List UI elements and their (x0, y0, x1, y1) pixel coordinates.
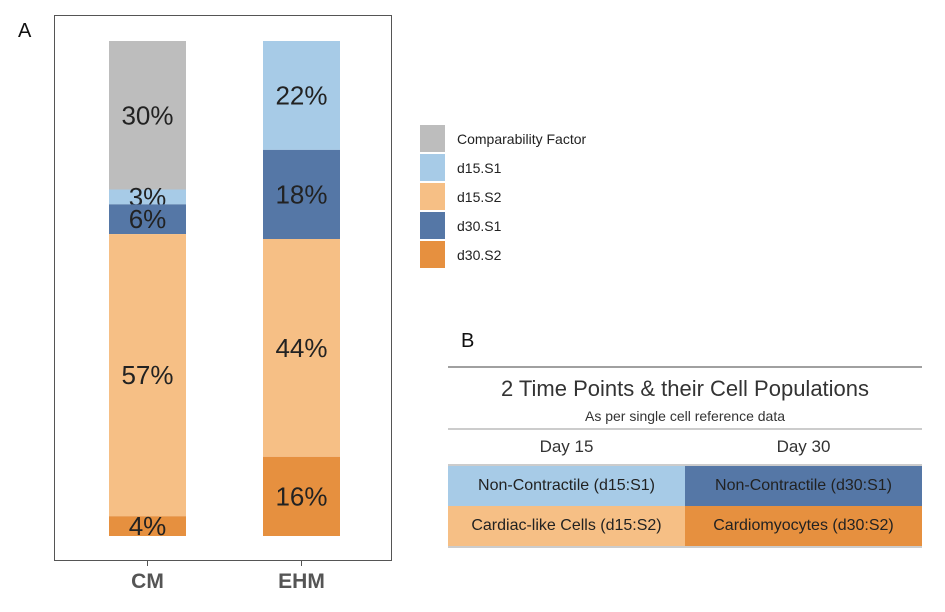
data-label: 30% (121, 100, 173, 130)
data-label: 18% (275, 179, 327, 209)
table-title: 2 Time Points & their Cell Populations (500, 376, 870, 401)
table-header-bottom-rule (448, 464, 922, 466)
bar-segment (109, 204, 186, 235)
column-header-day15: Day 15 (539, 437, 594, 456)
table-cell-day15: Non-Contractile (d15:S1) (448, 466, 685, 506)
panel-label-b: B (461, 330, 475, 352)
table-cell-day15: Cardiac-like Cells (d15:S2) (448, 506, 685, 546)
data-label: 22% (275, 80, 327, 110)
bar-segment (263, 456, 340, 536)
table-row: Non-Contractile (d15:S1) Non-Contractile… (448, 466, 922, 506)
plot-frame (54, 15, 392, 561)
table-cell-day30: Cardiomyocytes (d30:S2) (685, 506, 922, 546)
bar-segment (109, 189, 186, 205)
legend-item: d15.S2 (420, 182, 586, 211)
table-subtitle: As per single cell reference data (585, 408, 785, 424)
chart-legend: Comparability Factor d15.S1 d15.S2 d30.S… (420, 124, 586, 269)
legend-label: d30.S1 (457, 217, 502, 234)
legend-item: d30.S1 (420, 211, 586, 240)
table-header-row: Day 15 Day 30 (448, 430, 922, 464)
data-label: 44% (275, 333, 327, 363)
legend-item: Comparability Factor (420, 124, 586, 153)
legend-item: d30.S2 (420, 240, 586, 269)
table-header-rule (448, 428, 922, 430)
table-cell-day30: Non-Contractile (d30:S1) (685, 466, 922, 506)
legend-swatch (420, 125, 445, 152)
column-header-day30: Day 30 (776, 437, 831, 456)
legend-swatch (420, 241, 445, 268)
bar-segment (263, 149, 340, 239)
legend-swatch (420, 154, 445, 181)
legend-swatch (420, 183, 445, 210)
bar-segment (109, 41, 186, 190)
x-tick-label: EHM (278, 570, 325, 593)
bar-segment (263, 239, 340, 457)
legend-swatch (420, 212, 445, 239)
table-bottom-rule (448, 546, 922, 548)
data-label: 16% (275, 481, 327, 511)
x-tick-label: CM (131, 570, 164, 593)
data-label: 4% (129, 511, 167, 541)
legend-label: Comparability Factor (457, 130, 587, 147)
data-label: 57% (121, 360, 173, 390)
bar-segment (263, 41, 340, 150)
table-top-rule (448, 366, 922, 368)
legend-label: d30.S2 (457, 246, 502, 263)
data-label: 6% (129, 204, 167, 234)
cell-population-table: 2 Time Points & their Cell Populations A… (448, 366, 922, 548)
legend-label: d15.S2 (457, 188, 502, 205)
legend-item: d15.S1 (420, 153, 586, 182)
bar-segment (109, 234, 186, 517)
legend-label: d15.S1 (457, 159, 502, 176)
panel-label-a: A (18, 20, 32, 42)
table-row: Cardiac-like Cells (d15:S2) Cardiomyocyt… (448, 506, 922, 546)
bar-segment (109, 516, 186, 536)
